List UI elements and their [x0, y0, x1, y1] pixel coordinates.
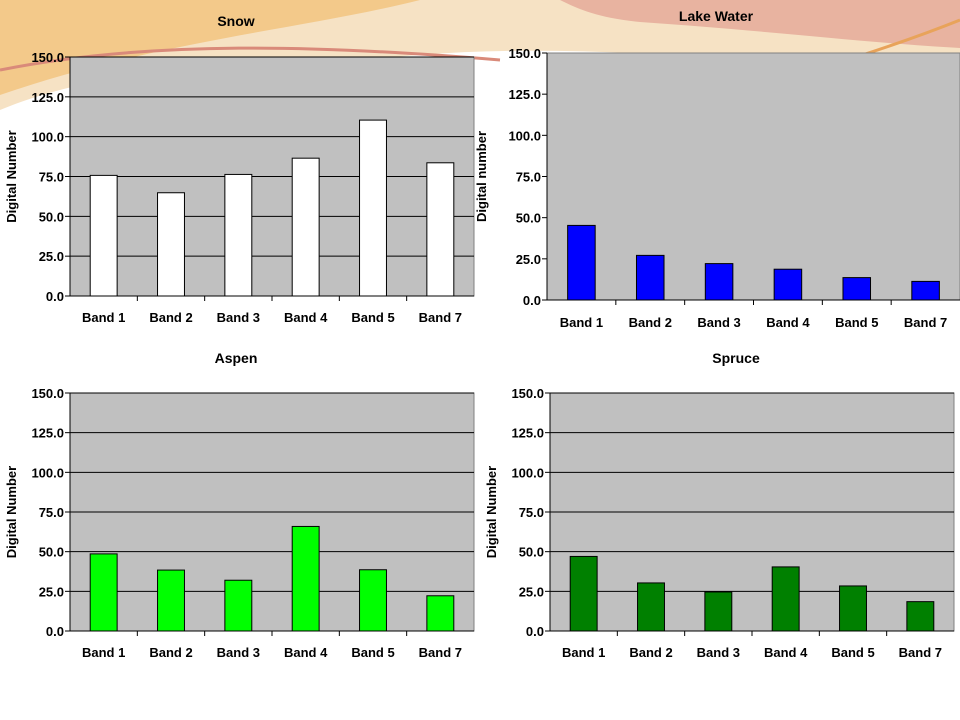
bar-band-4: [291, 525, 320, 632]
y-axis-label: Digital number: [474, 131, 489, 222]
y-tick-label: 75.0: [39, 505, 64, 520]
y-tick-label: 50.0: [516, 211, 541, 226]
y-tick-label: 150.0: [31, 386, 64, 401]
bar-band-7: [426, 595, 455, 632]
y-tick-label: 25.0: [516, 252, 541, 267]
y-tick-label: 100.0: [31, 130, 64, 145]
decorative-swoosh-accent: [0, 46, 501, 72]
y-tick-label: 50.0: [39, 545, 64, 560]
x-tick-label: Band 5: [831, 645, 874, 660]
y-tick-label: 125.0: [31, 90, 64, 105]
y-axis-label: Digital Number: [4, 466, 19, 558]
x-tick-label: Band 4: [284, 645, 328, 660]
y-tick-label: 150.0: [508, 46, 541, 61]
x-tick-label: Band 1: [82, 310, 125, 325]
bar-band-2: [157, 569, 185, 632]
x-tick-label: Band 2: [629, 315, 672, 330]
x-tick-label: Band 5: [835, 315, 878, 330]
y-tick-label: 25.0: [39, 584, 64, 599]
chart-title: Snow: [217, 13, 254, 29]
chart-svg: Lake Water Digital number 0.0 25.0 50.0 75.0 1…: [474, 8, 960, 330]
x-tick-label: Band 3: [217, 645, 260, 660]
y-tick-label: 25.0: [39, 249, 64, 264]
x-tick-label: Band 7: [904, 315, 947, 330]
y-tick-label: 75.0: [516, 170, 541, 185]
x-tick-label: Band 1: [82, 645, 125, 660]
bar-band-7: [426, 162, 455, 297]
bar-band-4: [773, 268, 803, 301]
decorative-swoosh-right: [560, 0, 960, 48]
x-tick-label: Band 3: [217, 310, 260, 325]
chart-title: Lake Water: [679, 8, 754, 24]
bar-band-5: [359, 119, 387, 297]
bar-band-1: [569, 555, 598, 632]
bar-band-5: [842, 277, 872, 301]
bar-band-1: [567, 224, 596, 301]
bar-band-2: [635, 254, 665, 301]
y-tick-label: 150.0: [511, 386, 544, 401]
slide-header-decoration: [0, 0, 960, 110]
y-axis-label: Digital Number: [484, 466, 499, 558]
y-tick-label: 50.0: [39, 209, 64, 224]
bar-band-3: [224, 173, 253, 297]
bar-band-3: [704, 263, 734, 301]
bar-band-2: [157, 192, 185, 297]
y-tick-label: 125.0: [508, 87, 541, 102]
y-tick-label: 0.0: [526, 624, 544, 639]
bar-band-3: [704, 591, 733, 632]
x-tick-label: Band 5: [351, 310, 394, 325]
x-tick-label: Band 1: [560, 315, 603, 330]
y-tick-label: 50.0: [519, 545, 544, 560]
chart-aspen: Aspen Digital Number 0.0 25.0 50.0 75.0 100.0 1…: [0, 345, 480, 675]
x-tick-label: Band 7: [419, 310, 462, 325]
y-tick-label: 0.0: [46, 624, 64, 639]
chart-title: Spruce: [712, 350, 760, 366]
chart-lake-water: Lake Water Digital number 0.0 25.0 50.0 75.0 1…: [470, 0, 960, 340]
bar-band-1: [89, 174, 118, 297]
y-tick-label: 100.0: [31, 465, 64, 480]
bar-band-5: [359, 569, 387, 632]
x-tick-label: Band 2: [149, 310, 192, 325]
bar-band-2: [637, 582, 665, 632]
y-tick-label: 75.0: [39, 170, 64, 185]
y-tick-label: 150.0: [31, 50, 64, 65]
x-tick-label: Band 7: [899, 645, 942, 660]
bar-band-5: [839, 585, 867, 632]
x-tick-label: Band 7: [419, 645, 462, 660]
chart-snow: Snow Digital Number 0.0 25.0 50.0 75.0 100.0 12…: [0, 0, 480, 340]
x-tick-label: Band 4: [764, 645, 808, 660]
y-tick-label: 75.0: [519, 505, 544, 520]
bar-band-1: [89, 553, 118, 632]
decorative-swoosh-mid: [0, 0, 420, 95]
x-tick-label: Band 3: [697, 315, 740, 330]
plot-area: [546, 52, 960, 301]
chart-svg: Spruce Digital Number 0.0 25.0 50.0 75.0 100.0…: [484, 350, 955, 660]
bar-band-4: [291, 157, 320, 297]
bar-band-7: [911, 280, 940, 301]
y-tick-label: 125.0: [31, 426, 64, 441]
x-tick-label: Band 2: [149, 645, 192, 660]
y-tick-label: 100.0: [508, 128, 541, 143]
y-tick-label: 0.0: [46, 289, 64, 304]
y-tick-label: 0.0: [523, 293, 541, 308]
x-tick-label: Band 2: [629, 645, 672, 660]
chart-spruce: Spruce Digital Number 0.0 25.0 50.0 75.0 100.0…: [480, 345, 960, 675]
y-axis-label: Digital Number: [4, 130, 19, 222]
x-tick-label: Band 5: [351, 645, 394, 660]
chart-title: Aspen: [215, 350, 258, 366]
x-tick-label: Band 4: [284, 310, 328, 325]
x-tick-label: Band 3: [697, 645, 740, 660]
y-tick-label: 25.0: [519, 584, 544, 599]
bar-band-4: [771, 566, 800, 632]
chart-svg: Snow Digital Number 0.0 25.0 50.0 75.0 100.0 12…: [4, 13, 475, 325]
bar-band-3: [224, 579, 253, 632]
y-tick-label: 125.0: [511, 426, 544, 441]
chart-svg: Aspen Digital Number 0.0 25.0 50.0 75.0 100.0 1…: [4, 350, 475, 660]
x-tick-label: Band 1: [562, 645, 605, 660]
bar-band-7: [906, 601, 935, 632]
y-tick-label: 100.0: [511, 465, 544, 480]
x-tick-label: Band 4: [766, 315, 810, 330]
